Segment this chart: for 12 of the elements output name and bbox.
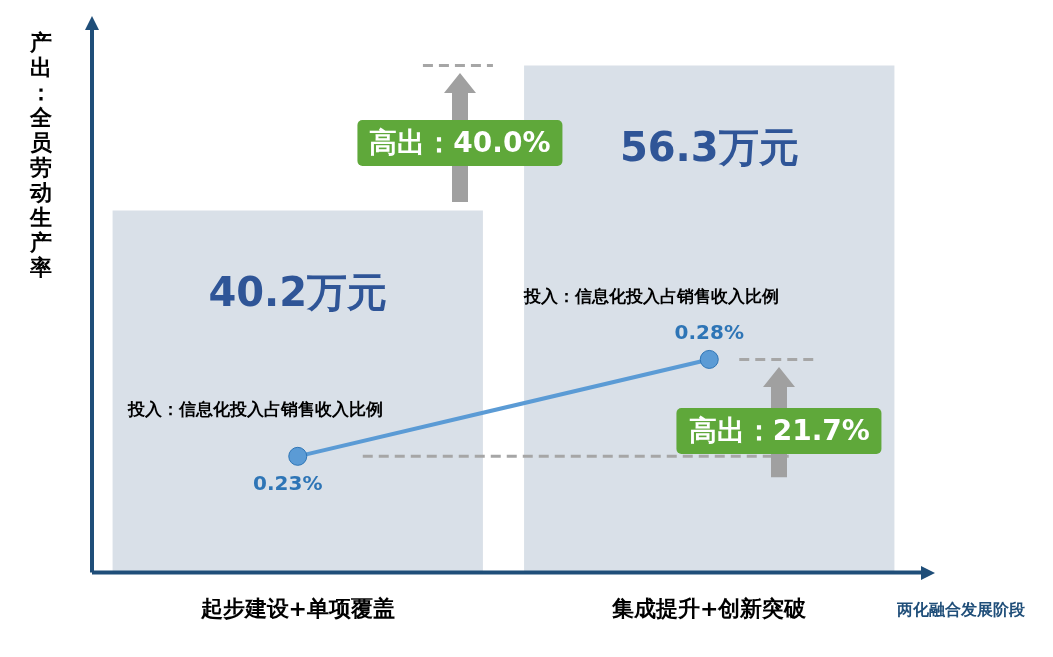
x-tick-label: 起步建设+单项覆盖: [199, 595, 395, 621]
annotation: 投入：信息化投入占销售收入比例: [126, 398, 383, 419]
annotation: 投入：信息化投入占销售收入比例: [523, 285, 780, 306]
x-tick-label: 集成提升+创新突破: [611, 595, 808, 621]
x-axis-title: 两化融合发展阶段: [897, 600, 1025, 621]
data-label: 0.28%: [674, 319, 744, 344]
annotation: 高出：21.7%: [676, 408, 882, 455]
data-label: 56.3万元: [619, 123, 799, 170]
text: 产出：全员劳动生产率: [30, 30, 52, 280]
annotation: 高出：40.0%: [357, 120, 563, 167]
data-label: 0.23%: [253, 470, 323, 495]
data-label: 40.2万元: [208, 268, 388, 315]
